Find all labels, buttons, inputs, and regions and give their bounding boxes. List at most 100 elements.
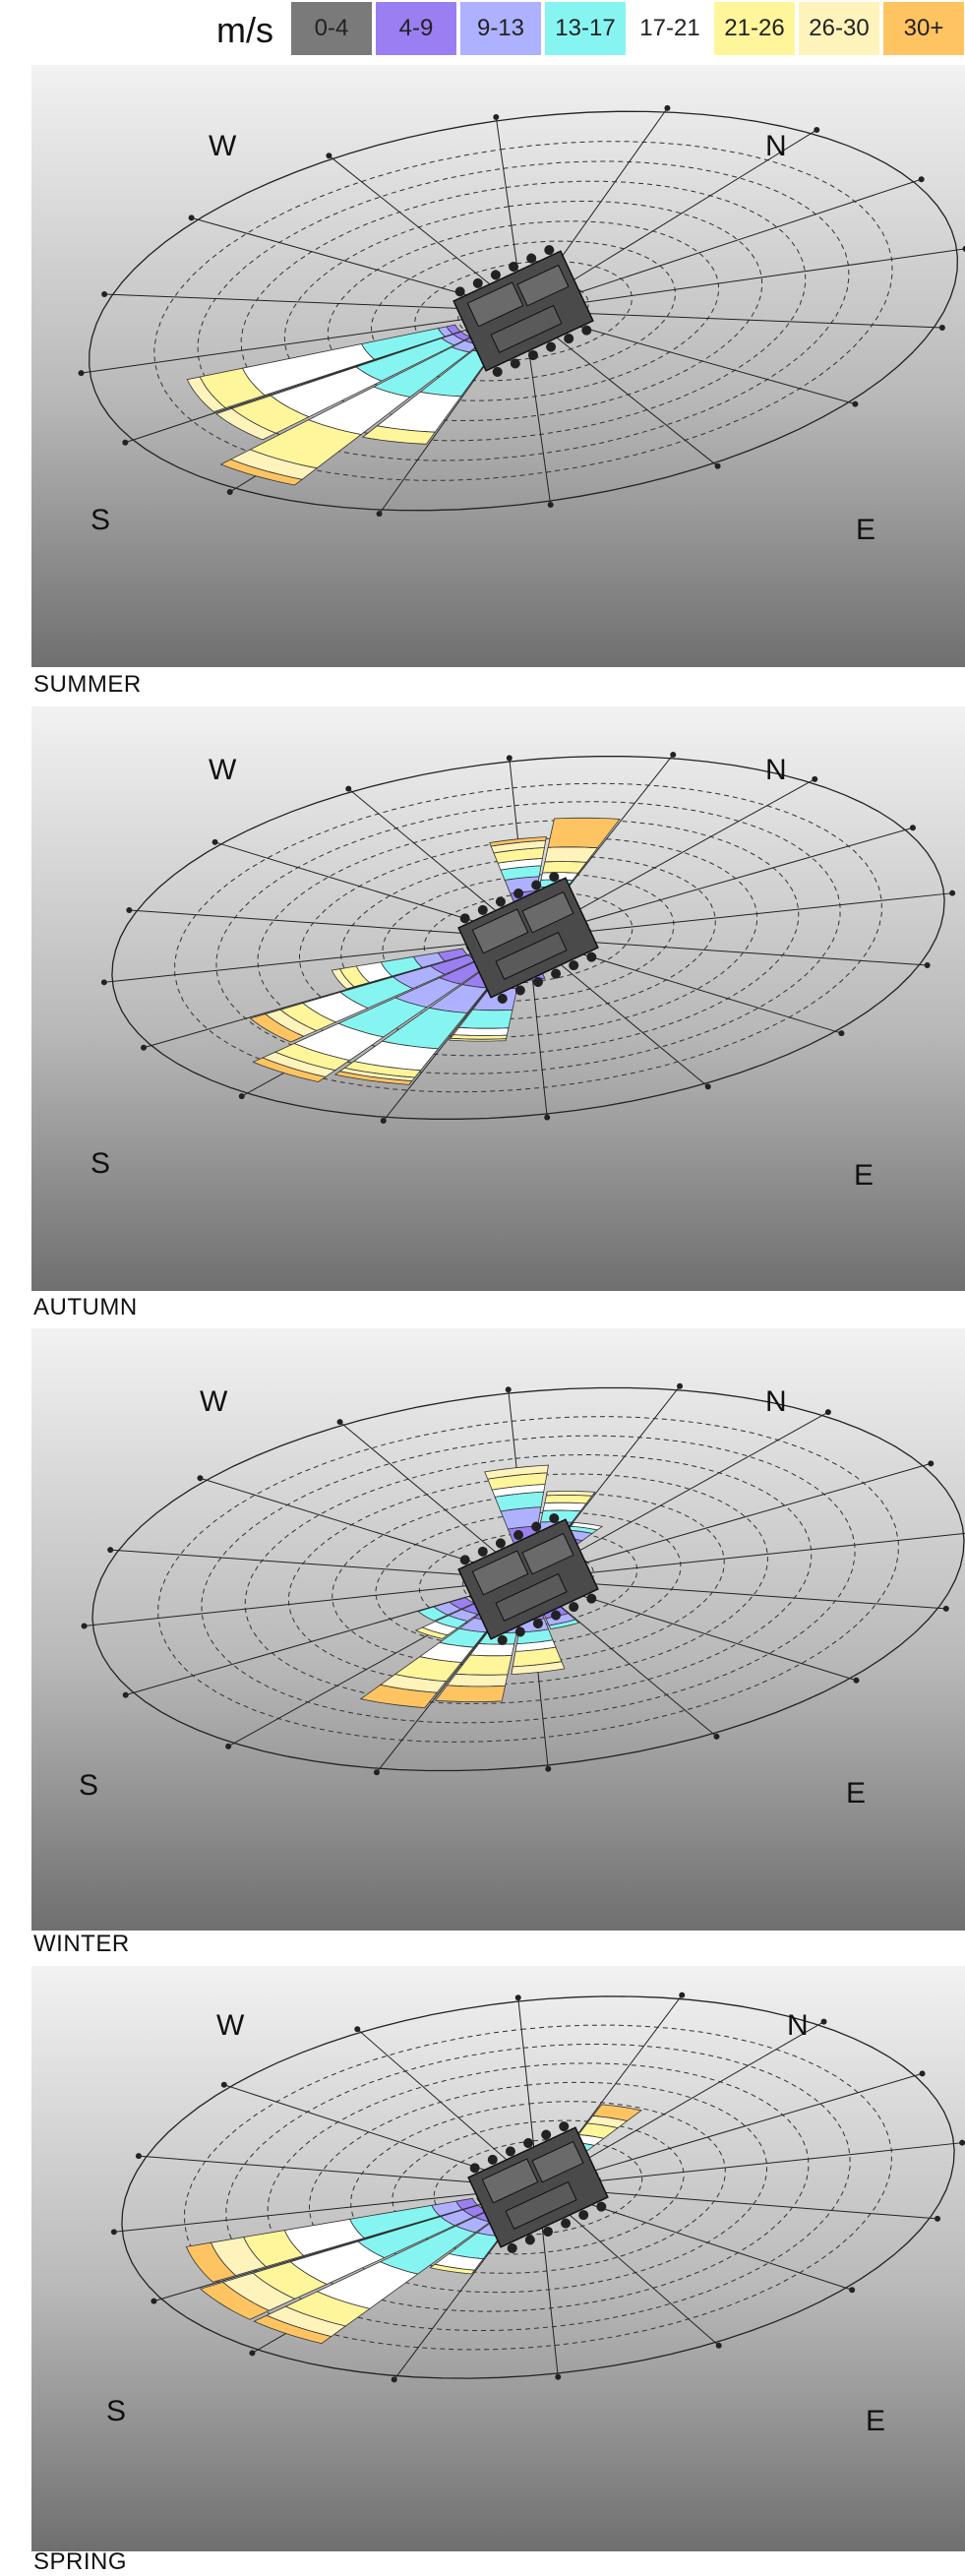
spoke-tick (493, 114, 500, 121)
spoke-tick (211, 838, 218, 845)
spoke-tick (220, 2081, 227, 2088)
wind-rose-spring-svg: W N S E (31, 1966, 965, 2551)
spoke (110, 1549, 529, 1580)
spoke (537, 2142, 963, 2188)
spoke-tick (188, 215, 195, 221)
spoke-tick (326, 153, 332, 159)
spoke-tick (959, 2139, 965, 2146)
spoke-tick (924, 962, 931, 969)
wedge-26-30 (484, 1464, 549, 1480)
spoke-tick (704, 1083, 711, 1090)
compass-label-w: W (216, 2009, 245, 2042)
legend-swatch-21-26: 21-26 (714, 2, 795, 55)
spoke-tick (928, 1460, 935, 1467)
wedge-30plus (489, 836, 547, 847)
spoke (104, 293, 524, 312)
wedge-26-30 (186, 376, 226, 412)
wedge-30plus (249, 1013, 305, 1043)
wedge-26-30 (331, 968, 355, 990)
spoke (537, 2072, 923, 2188)
wedge-21-26 (544, 1495, 593, 1504)
compass-label-w: W (209, 754, 237, 786)
spoke-tick (942, 1605, 949, 1612)
legend-swatch-30plus: 30+ (883, 2, 964, 55)
wind-rose-autumn-panel: W N S E (31, 706, 965, 1309)
compass-label-w: W (200, 1385, 228, 1418)
wedge-30plus (592, 2104, 642, 2121)
compass-label-s: S (79, 1769, 98, 1802)
wedge-30plus (547, 817, 621, 849)
wedge-21-26 (361, 425, 436, 445)
wedge-26-30 (511, 1661, 566, 1676)
legend-swatch-4-9: 4-9 (376, 2, 456, 55)
wind-rose-winter-panel: W N S E (31, 1328, 965, 1931)
wedge-17-21 (452, 1026, 510, 1037)
spoke (522, 178, 922, 312)
spoke (527, 1532, 965, 1580)
compass-label-e: E (854, 1159, 874, 1192)
spoke-tick (100, 979, 107, 986)
spoke-tick (812, 775, 818, 782)
spoke-tick (938, 325, 945, 332)
spoke-tick (919, 2070, 926, 2077)
wedge-30plus (434, 1685, 506, 1702)
spoke-tick (514, 1994, 521, 2001)
spoke-tick (197, 1475, 204, 1482)
legend-swatch-17-21: 17-21 (630, 2, 710, 55)
spoke (113, 2186, 539, 2233)
spoke-tick (122, 1691, 129, 1698)
spoke (527, 1578, 946, 1610)
spoke-tick (962, 245, 965, 252)
spoke-tick (555, 2373, 562, 2380)
dashed-ring (197, 160, 850, 461)
spoke-tick (78, 370, 85, 377)
wedge-17-21 (540, 872, 579, 882)
legend-swatch-13-17: 13-17 (545, 2, 626, 55)
legend-unit: m/s (216, 10, 273, 50)
wind-rose-winter-svg: W N S E (31, 1328, 965, 1931)
spoke-tick (918, 176, 925, 183)
spoke-tick (126, 906, 133, 913)
spoke (522, 310, 942, 329)
spoke-tick (110, 2229, 117, 2236)
spoke-tick (949, 889, 956, 896)
compass-label-w: W (209, 130, 237, 162)
spoke-tick (391, 2376, 397, 2383)
wedge-30plus (185, 2241, 237, 2283)
spoke-tick (225, 1743, 232, 1749)
spoke-tick (376, 511, 383, 518)
legend-swatch-9-13: 9-13 (460, 2, 541, 55)
dashed-ring (370, 240, 677, 382)
building-model (457, 1513, 599, 1645)
wedge-30plus (252, 1057, 327, 1082)
building-model (457, 872, 599, 1004)
compass-label-e: E (846, 1777, 866, 1809)
wedge-21-26 (414, 1626, 449, 1639)
spoke-tick (249, 2350, 256, 2357)
spoke-tick (345, 785, 352, 792)
spoke-tick (506, 755, 513, 762)
spoke-tick (141, 1044, 148, 1051)
compass-label-n: N (787, 2009, 809, 2042)
wind-rose-summer-svg: W N S E (31, 65, 965, 667)
wedge-30plus (253, 2314, 332, 2345)
spoke-tick (122, 439, 129, 446)
wedge-17-21 (542, 1502, 587, 1512)
wedge-21-26 (429, 2263, 476, 2275)
compass-label-n: N (765, 1385, 787, 1418)
wind-rose-summer-panel: W N S E (31, 65, 965, 667)
spoke-tick (852, 400, 859, 407)
compass-label-s: S (90, 1147, 110, 1180)
wedge-13-17 (417, 1606, 449, 1622)
spoke (81, 310, 524, 374)
spoke-tick (336, 1419, 343, 1426)
season-label-winter: WINTER (33, 1931, 130, 1957)
compass-label-e: E (856, 514, 875, 546)
dashed-ring (392, 2119, 685, 2255)
wedge-30plus (199, 2281, 271, 2320)
legend-swatch-26-30: 26-30 (799, 2, 879, 55)
compass-label-n: N (765, 754, 787, 786)
wedge-26-30 (545, 1491, 596, 1497)
wedge-30plus (219, 459, 304, 486)
wedge-26-30 (448, 1037, 507, 1042)
